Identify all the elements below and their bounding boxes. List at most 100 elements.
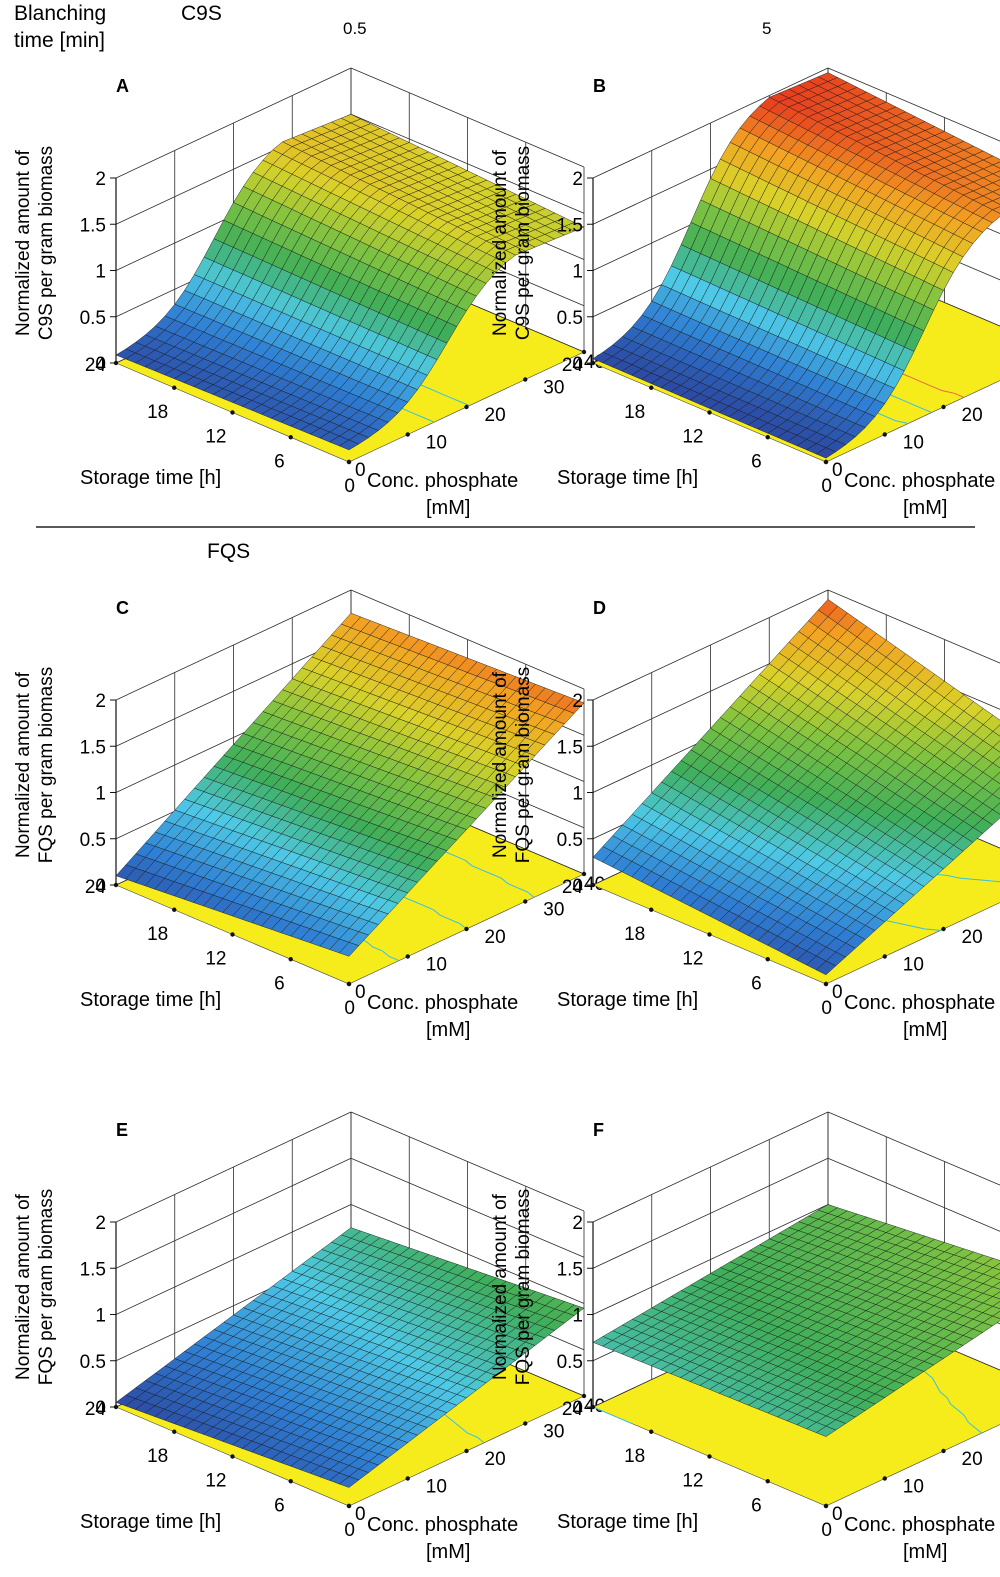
x-tick — [765, 435, 770, 440]
x-tick-label: 12 — [682, 1471, 703, 1492]
column-header-short: 0.5 — [343, 19, 367, 38]
x-tick — [230, 410, 235, 415]
x-tick-label: 0 — [344, 476, 355, 497]
surface-cell — [815, 960, 837, 976]
x-tick-label: 18 — [624, 1446, 645, 1467]
z-tick-label: 1 — [572, 1306, 583, 1327]
panel-f: 0 0.5 1 1.5 2 Normalized amount of FQS per gra… — [490, 1111, 1000, 1563]
z-axis-label-line2: FQS per gram biomass — [36, 1189, 57, 1385]
y-axis-label-line2: [mM] — [426, 497, 470, 519]
z-axis-label-line2: C9S per gram biomass — [513, 146, 534, 340]
x-tick — [230, 932, 235, 937]
y-tick-label: 10 — [903, 1477, 924, 1498]
y-tick — [823, 459, 829, 465]
y-tick — [581, 1393, 587, 1399]
surface-cell — [815, 447, 837, 459]
z-tick-label: 1 — [95, 784, 106, 805]
y-tick-label: 0 — [832, 460, 843, 481]
x-tick-label: 12 — [205, 427, 226, 448]
z-tick-label: 0 — [95, 354, 106, 375]
z-tick-label: 0.5 — [557, 1352, 583, 1373]
y-tick — [346, 1503, 352, 1509]
x-tick — [649, 1429, 654, 1434]
z-tick-label: 0.5 — [557, 308, 583, 329]
panels-layer: 0 0.5 1 1.5 2 Normalized amount of C9S per gra… — [13, 67, 1000, 1563]
z-tick-label: 2 — [572, 169, 583, 190]
y-tick — [941, 404, 946, 410]
panel-letter: C — [116, 598, 129, 618]
x-tick-label: 0 — [821, 998, 832, 1019]
x-tick — [172, 907, 177, 912]
z-axis-label-line2: FQS per gram biomass — [513, 667, 534, 863]
z-tick-label: 1.5 — [557, 737, 583, 758]
panel-letter: D — [593, 598, 606, 618]
x-tick-label: 24 — [562, 355, 584, 376]
x-tick — [765, 957, 770, 962]
y-tick-label: 10 — [426, 955, 447, 976]
y-tick-label: 10 — [903, 433, 924, 454]
y-tick — [581, 349, 587, 355]
y-tick — [882, 432, 887, 437]
x-tick-label: 12 — [682, 427, 703, 448]
panel-d: 0 0.5 1 1.5 2 Normalized amount of FQS per gra… — [490, 589, 1000, 1041]
x-tick-label: 0 — [344, 998, 355, 1019]
panel-letter: E — [116, 1120, 128, 1140]
z-tick-label: 1.5 — [557, 1259, 583, 1280]
y-tick — [346, 459, 352, 465]
y-tick — [405, 954, 410, 959]
panel-letter: A — [116, 76, 129, 96]
y-tick-label: 30 — [543, 900, 564, 921]
y-tick — [941, 1448, 946, 1454]
x-tick — [590, 1404, 596, 1410]
blanching-label-line1: Blanching — [14, 2, 106, 25]
z-tick-label: 2 — [95, 169, 106, 190]
z-tick-label: 2 — [572, 691, 583, 712]
z-tick-label: 1.5 — [80, 1259, 106, 1280]
x-tick-label: 24 — [85, 355, 107, 376]
x-tick — [707, 932, 712, 937]
y-tick-label: 30 — [543, 1422, 564, 1443]
x-tick — [172, 1429, 177, 1434]
y-tick — [464, 926, 469, 932]
x-tick — [288, 435, 293, 440]
y-tick — [346, 981, 352, 987]
x-tick — [113, 882, 119, 888]
surface-cell — [338, 942, 360, 957]
y-tick — [523, 1421, 528, 1426]
x-tick-label: 24 — [562, 877, 584, 898]
x-tick-label: 6 — [751, 451, 762, 472]
y-axis-label-line2: [mM] — [426, 1019, 470, 1041]
z-axis-label-line1: Normalized amount of — [490, 1193, 511, 1380]
x-axis-label: Storage time [h] — [80, 467, 221, 489]
y-tick-label: 20 — [962, 1449, 983, 1470]
x-tick-label: 18 — [624, 924, 645, 945]
back-wall-gridline — [827, 1111, 1000, 1186]
blanching-label-line2: time [min] — [14, 29, 105, 52]
y-axis-label-line1: Conc. phosphate — [367, 470, 518, 492]
z-tick-label: 0.5 — [80, 308, 106, 329]
x-axis-label: Storage time [h] — [557, 1511, 698, 1533]
z-axis-label-line2: C9S per gram biomass — [36, 146, 57, 340]
floor-contour — [592, 1406, 632, 1424]
x-tick-label: 18 — [147, 402, 168, 423]
y-tick-label: 10 — [903, 955, 924, 976]
surface-cell — [338, 1476, 360, 1488]
x-tick-label: 24 — [562, 1399, 584, 1420]
x-tick — [288, 957, 293, 962]
x-tick — [230, 1454, 235, 1459]
y-tick-label: 20 — [962, 405, 983, 426]
z-tick-label: 1 — [572, 784, 583, 805]
y-tick — [523, 899, 528, 904]
x-tick-label: 0 — [821, 1520, 832, 1541]
z-tick-label: 0 — [95, 876, 106, 897]
x-tick — [113, 360, 119, 366]
section-title-c9s: C9S — [181, 2, 222, 25]
z-tick-label: 2 — [95, 691, 106, 712]
surface-cell — [815, 1425, 837, 1437]
z-tick-label: 1.5 — [557, 215, 583, 236]
y-tick-label: 20 — [485, 1449, 506, 1470]
y-tick-label: 20 — [485, 927, 506, 948]
x-tick-label: 6 — [274, 451, 285, 472]
y-tick-label: 20 — [962, 927, 983, 948]
